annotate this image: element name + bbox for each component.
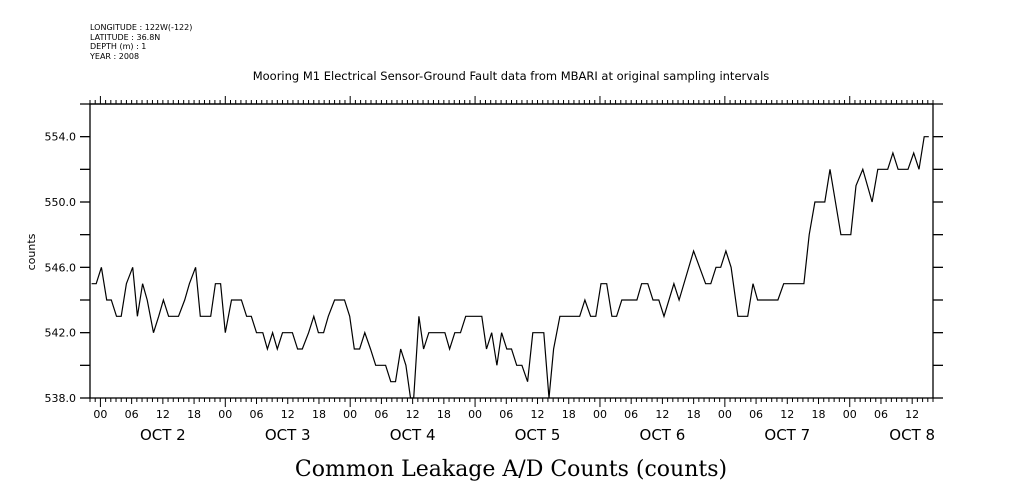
x-tick-label: 18 — [562, 408, 576, 421]
x-tick-label: 18 — [687, 408, 701, 421]
x-tick-label: 06 — [874, 408, 888, 421]
x-tick-label: 12 — [655, 408, 669, 421]
x-tick-label: 00 — [218, 408, 232, 421]
x-axis-label: Common Leakage A/D Counts (counts) — [295, 457, 727, 482]
x-tick-label: 12 — [406, 408, 420, 421]
y-tick-label: 538.0 — [45, 392, 77, 405]
header-depth: DEPTH (m) : 1 — [90, 42, 146, 51]
x-tick-label: 06 — [374, 408, 388, 421]
day-label: OCT 2 — [140, 426, 186, 444]
day-label: OCT 6 — [640, 426, 686, 444]
y-axis-label: counts — [25, 233, 38, 270]
x-tick-label: 00 — [718, 408, 732, 421]
x-tick-label: 18 — [312, 408, 326, 421]
x-tick-label: 00 — [343, 408, 357, 421]
header-longitude: LONGITUDE : 122W(-122) — [90, 23, 192, 32]
y-tick-label: 554.0 — [45, 131, 77, 144]
x-tick-label: 12 — [281, 408, 295, 421]
x-tick-label: 12 — [905, 408, 919, 421]
x-tick-label: 00 — [593, 408, 607, 421]
x-tick-label: 18 — [187, 408, 201, 421]
day-label: OCT 3 — [265, 426, 311, 444]
chart-title: Mooring M1 Electrical Sensor-Ground Faul… — [253, 69, 770, 83]
day-label: OCT 4 — [390, 426, 436, 444]
x-tick-label: 12 — [156, 408, 170, 421]
y-tick-label: 546.0 — [45, 261, 77, 274]
header-year: YEAR : 2008 — [89, 52, 139, 61]
x-tick-label: 12 — [780, 408, 794, 421]
x-tick-label: 18 — [812, 408, 826, 421]
header-latitude: LATITUDE : 36.8N — [90, 33, 160, 42]
day-label: OCT 5 — [515, 426, 561, 444]
day-label: OCT 7 — [764, 426, 810, 444]
x-tick-label: 06 — [624, 408, 638, 421]
series-line — [91, 136, 929, 399]
x-tick-label: 12 — [531, 408, 545, 421]
x-tick-label: 00 — [468, 408, 482, 421]
x-tick-label: 06 — [250, 408, 264, 421]
x-tick-label: 00 — [93, 408, 107, 421]
day-label: OCT 8 — [889, 426, 935, 444]
y-tick-label: 542.0 — [45, 327, 77, 340]
x-tick-label: 06 — [499, 408, 513, 421]
x-tick-label: 06 — [125, 408, 139, 421]
y-tick-label: 550.0 — [45, 196, 77, 209]
x-tick-label: 06 — [749, 408, 763, 421]
x-tick-label: 00 — [843, 408, 857, 421]
plot-frame — [89, 103, 934, 399]
x-tick-label: 18 — [437, 408, 451, 421]
